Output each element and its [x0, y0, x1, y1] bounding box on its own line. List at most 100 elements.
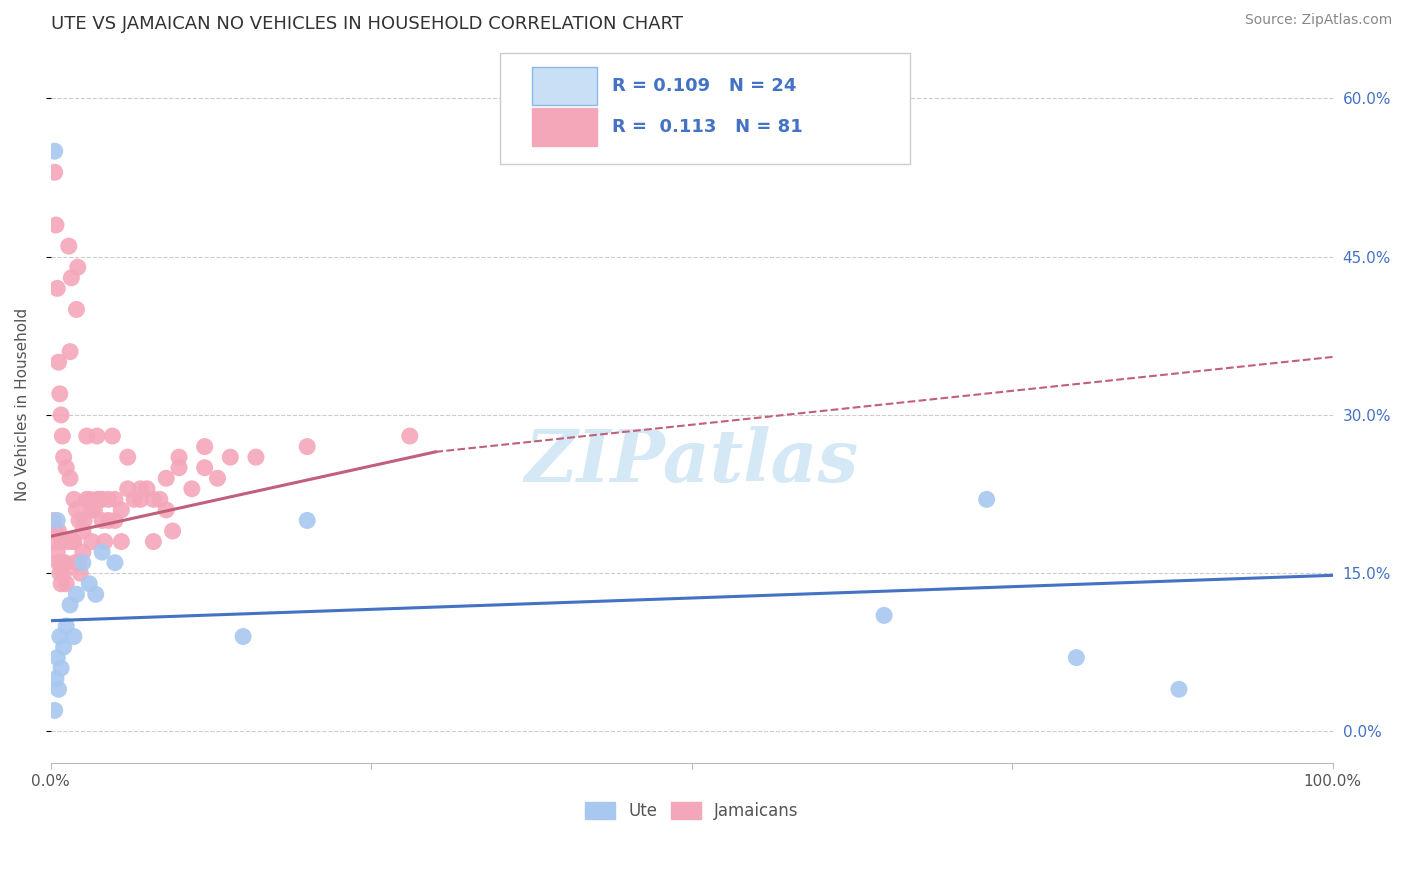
Point: [207, 471, 229, 485]
Point: [73, 513, 96, 527]
Point: [80, 503, 103, 517]
Point: [91, 545, 114, 559]
Point: [44, 144, 66, 158]
Point: [44, 165, 66, 179]
Point: [63, 556, 86, 570]
Point: [65, 302, 87, 317]
Point: [194, 440, 217, 454]
Point: [60, 270, 83, 285]
Point: [104, 513, 127, 527]
Point: [52, 640, 75, 654]
Point: [53, 556, 76, 570]
Point: [1066, 650, 1088, 665]
Point: [46, 545, 69, 559]
Point: [49, 387, 72, 401]
Point: [67, 556, 90, 570]
Point: [42, 513, 65, 527]
FancyBboxPatch shape: [531, 67, 598, 105]
Point: [49, 576, 72, 591]
Point: [49, 630, 72, 644]
Point: [245, 450, 267, 465]
Point: [162, 524, 184, 538]
Point: [194, 460, 217, 475]
Point: [45, 218, 67, 232]
Point: [45, 534, 67, 549]
Y-axis label: No Vehicles in Household: No Vehicles in Household: [15, 308, 30, 501]
Point: [66, 260, 89, 275]
Point: [167, 450, 190, 465]
FancyBboxPatch shape: [499, 53, 910, 164]
Point: [86, 429, 108, 443]
Point: [59, 598, 82, 612]
Point: [136, 482, 159, 496]
Point: [297, 440, 319, 454]
Point: [79, 576, 101, 591]
Point: [398, 429, 420, 443]
Point: [84, 587, 107, 601]
Point: [219, 450, 242, 465]
Text: Source: ZipAtlas.com: Source: ZipAtlas.com: [1244, 13, 1392, 28]
Point: [79, 492, 101, 507]
Point: [59, 471, 82, 485]
Point: [48, 556, 70, 570]
Point: [51, 429, 73, 443]
Point: [976, 492, 998, 507]
Point: [51, 534, 73, 549]
Text: ZIPatlas: ZIPatlas: [524, 426, 859, 498]
Point: [1168, 682, 1191, 697]
Point: [49, 661, 72, 675]
Point: [129, 482, 152, 496]
Point: [91, 492, 114, 507]
Point: [297, 513, 319, 527]
Point: [63, 630, 86, 644]
Point: [104, 492, 127, 507]
Point: [72, 524, 94, 538]
Point: [91, 513, 114, 527]
Point: [232, 630, 254, 644]
Point: [155, 471, 177, 485]
Point: [110, 503, 132, 517]
Point: [155, 503, 177, 517]
Point: [97, 513, 120, 527]
Point: [48, 355, 70, 369]
Point: [55, 460, 77, 475]
Point: [56, 534, 79, 549]
Point: [86, 492, 108, 507]
Point: [167, 460, 190, 475]
Point: [72, 556, 94, 570]
Point: [46, 650, 69, 665]
Text: R =  0.113   N = 81: R = 0.113 N = 81: [613, 118, 803, 136]
Point: [93, 534, 115, 549]
Point: [49, 566, 72, 581]
Point: [76, 429, 98, 443]
Point: [76, 492, 98, 507]
Point: [55, 619, 77, 633]
Point: [129, 492, 152, 507]
Point: [69, 566, 91, 581]
Point: [97, 492, 120, 507]
Point: [59, 344, 82, 359]
Point: [48, 524, 70, 538]
Point: [110, 534, 132, 549]
Point: [46, 513, 69, 527]
Point: [80, 534, 103, 549]
Point: [45, 672, 67, 686]
Point: [62, 534, 84, 549]
Point: [49, 556, 72, 570]
Point: [46, 281, 69, 295]
Point: [44, 703, 66, 717]
Point: [149, 492, 172, 507]
Point: [89, 492, 111, 507]
Point: [142, 492, 165, 507]
Point: [55, 576, 77, 591]
Point: [142, 534, 165, 549]
Point: [101, 429, 124, 443]
Point: [180, 482, 202, 496]
Point: [65, 587, 87, 601]
Point: [67, 513, 90, 527]
FancyBboxPatch shape: [531, 108, 598, 146]
Point: [63, 492, 86, 507]
Point: [44, 524, 66, 538]
Point: [873, 608, 896, 623]
Point: [52, 450, 75, 465]
